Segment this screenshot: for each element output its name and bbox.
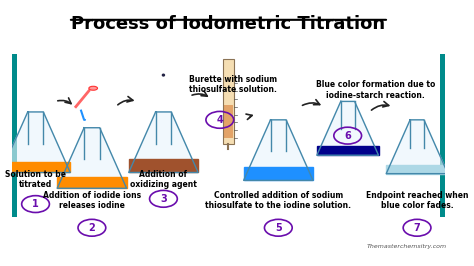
Polygon shape	[386, 165, 448, 174]
Text: 2: 2	[89, 223, 95, 233]
Polygon shape	[129, 112, 198, 172]
Polygon shape	[244, 120, 313, 180]
Text: Addition of
oxidizing agent: Addition of oxidizing agent	[130, 170, 197, 189]
Bar	[223, 59, 234, 144]
Text: Addition of iodide ions
releases iodine: Addition of iodide ions releases iodine	[43, 191, 141, 210]
Ellipse shape	[89, 86, 98, 90]
Text: Endpoint reached when
blue color fades.: Endpoint reached when blue color fades.	[366, 191, 468, 210]
Bar	[224, 105, 233, 138]
Bar	[440, 54, 445, 217]
Text: 4: 4	[217, 115, 223, 125]
Polygon shape	[1, 162, 70, 172]
Ellipse shape	[83, 119, 86, 121]
Text: Burette with sodium
thiosulfate solution.: Burette with sodium thiosulfate solution…	[189, 75, 277, 94]
Polygon shape	[57, 177, 127, 188]
Text: Controlled addition of sodium
thiosulfate to the iodine solution.: Controlled addition of sodium thiosulfat…	[205, 191, 351, 210]
Polygon shape	[317, 101, 379, 155]
Ellipse shape	[162, 73, 165, 77]
Text: 3: 3	[160, 194, 167, 204]
Polygon shape	[244, 167, 313, 180]
Text: 6: 6	[344, 131, 351, 141]
Text: 1: 1	[32, 199, 39, 209]
Text: 5: 5	[275, 223, 282, 233]
Text: Blue color formation due to
iodine-starch reaction.: Blue color formation due to iodine-starc…	[316, 80, 436, 100]
Polygon shape	[1, 112, 70, 172]
Text: 7: 7	[414, 223, 420, 233]
Text: Themasterchemsitry.com: Themasterchemsitry.com	[367, 244, 447, 249]
Bar	[12, 54, 17, 217]
Text: Solution to be
titrated: Solution to be titrated	[5, 170, 66, 189]
Polygon shape	[386, 120, 448, 174]
Polygon shape	[57, 128, 127, 188]
Polygon shape	[129, 159, 198, 172]
Text: Process of Iodometric Titration: Process of Iodometric Titration	[72, 15, 385, 32]
Polygon shape	[317, 146, 379, 155]
